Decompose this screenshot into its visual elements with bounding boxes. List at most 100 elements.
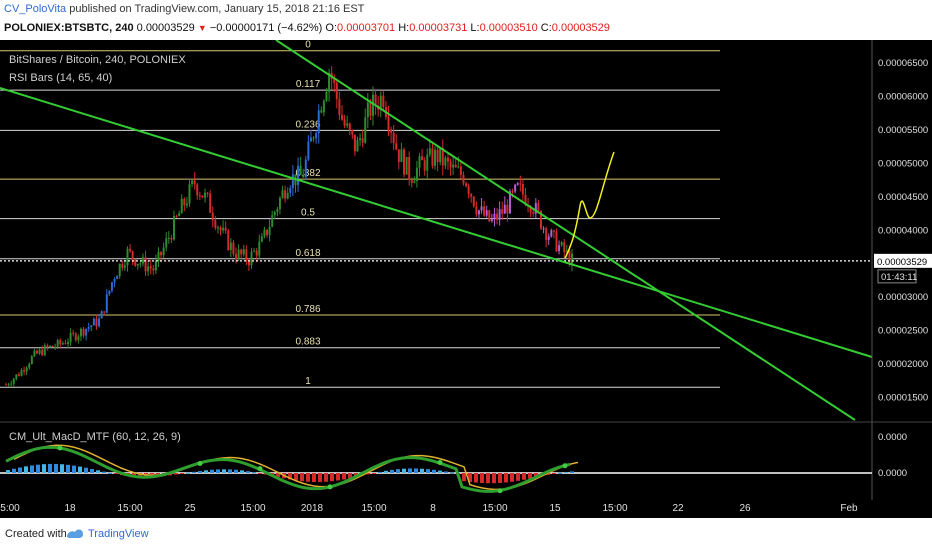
open-label: O: [325,22,338,34]
candle-body [276,209,279,212]
candle-body [51,345,54,348]
macd-histogram-bar [570,471,574,473]
candle-body [235,254,238,260]
candle-body [222,227,225,231]
legend-macd[interactable]: CM_Ult_MacD_MTF (60, 12, 26, 9) [9,431,181,443]
candle-body [95,318,98,327]
macd-histogram-bar [522,473,526,480]
fib-retracement[interactable]: 0 0.117 0.236 0.382 0.5 0.618 0.786 0.883 1 [0,40,720,388]
candle-body [216,227,219,229]
candle-body [291,174,294,189]
candle-body [61,343,64,345]
candle-body [157,251,160,262]
author-link[interactable]: CV_PoloVita [4,3,67,15]
candle-body [170,237,173,240]
candle-body [64,343,67,345]
candle-body [69,332,72,343]
candle-body [340,115,343,120]
macd-histogram-bar [36,464,40,473]
candle-body [5,384,7,386]
candle-body [390,129,393,133]
macd-histogram-bar [324,473,328,482]
chart-svg[interactable]: 0 0.117 0.236 0.382 0.5 0.618 0.786 0.883 1 0.00… [0,39,932,518]
x-tick-label: 25 [184,503,196,514]
candle-body [214,220,217,228]
candle-body [245,249,248,262]
publish-line: CV_PoloVita published on TradingView.com… [4,3,364,15]
candle-body [333,78,336,83]
candle-body [273,211,276,216]
candle-body [253,250,256,252]
candle-body [141,257,144,264]
macd-cross-dot [57,445,63,451]
macd-histogram-bar [42,464,46,473]
candle-body [493,213,496,220]
candle-body [162,247,165,256]
candle-body [307,141,310,160]
candle-body [304,159,307,178]
candle-body [129,248,132,252]
macd-histogram-bar [468,473,472,482]
candle-body [325,91,328,101]
tradingview-brand[interactable]: TradingView [88,528,149,540]
candle-body [204,192,207,198]
candle-body [346,123,349,126]
candle-body [498,209,501,220]
candle-body [320,110,323,113]
macd-histogram-bar [174,473,178,475]
macd-histogram-bar [390,469,394,473]
candle-body [542,228,545,230]
candle-body [108,290,111,295]
candle-body [426,154,429,171]
fib-label: 0.883 [295,337,320,348]
macd-histogram-bar [84,467,88,473]
candle-body [15,374,18,379]
macd-histogram-bar [408,468,412,473]
candle-body [405,157,408,175]
macd-histogram-bar [288,473,292,480]
candle-body [506,204,509,214]
fib-label: 0 [305,40,311,51]
macd-histogram-bar [528,473,532,479]
y-tick-label: 0.00004500 [878,192,928,203]
macd-histogram-bar [12,468,16,473]
open-value: 0.00003701 [337,22,396,34]
candle-body [483,206,486,216]
candle-body [209,193,212,213]
lower-trendline [0,87,873,358]
candle-body [382,95,385,108]
time-axis[interactable]: 5:00 18 15:00 25 15:00 2018 15:00 8 15:00 15 15:00… [0,503,858,514]
candle-body [105,294,108,313]
macd-histogram-bar [72,465,76,473]
macd-cross-dot [257,466,263,472]
candle-body [278,197,281,210]
macd-histogram-bar [438,470,442,473]
price-axis[interactable]: 0.00006500 0.00006000 0.00005500 0.00005000… [0,40,932,500]
candle-body [43,345,46,356]
candle-body [511,191,514,193]
candle-body [428,148,431,155]
chart-area[interactable]: 0 0.117 0.236 0.382 0.5 0.618 0.786 0.883 1 0.00… [0,39,932,518]
macd-histogram-bar [66,464,70,473]
low-value: 0.00003510 [479,22,538,34]
y-tick-label: 0.00001500 [878,393,928,404]
macd-histogram-bar [378,471,382,473]
x-tick-label: 8 [430,503,436,514]
legend-indicator[interactable]: RSI Bars (14, 65, 40) [9,72,112,84]
candle-body [571,253,573,265]
candle-body [415,167,418,182]
macd-histogram-bar [396,469,400,473]
candle-body [421,156,424,161]
legend-title[interactable]: BitShares / Bitcoin, 240, POLONIEX [9,54,186,66]
candle-body [550,230,553,237]
candle-body [185,203,188,206]
candle-body [480,206,483,211]
high-label: H: [398,22,410,34]
candle-body [121,263,124,268]
macd-histogram-bar [114,473,118,475]
macd-histogram-bar [48,463,52,473]
candle-body [529,206,532,212]
drawings[interactable] [0,39,873,421]
last-price-tag-label: 0.00003529 [877,257,927,268]
candle-body [87,327,90,329]
